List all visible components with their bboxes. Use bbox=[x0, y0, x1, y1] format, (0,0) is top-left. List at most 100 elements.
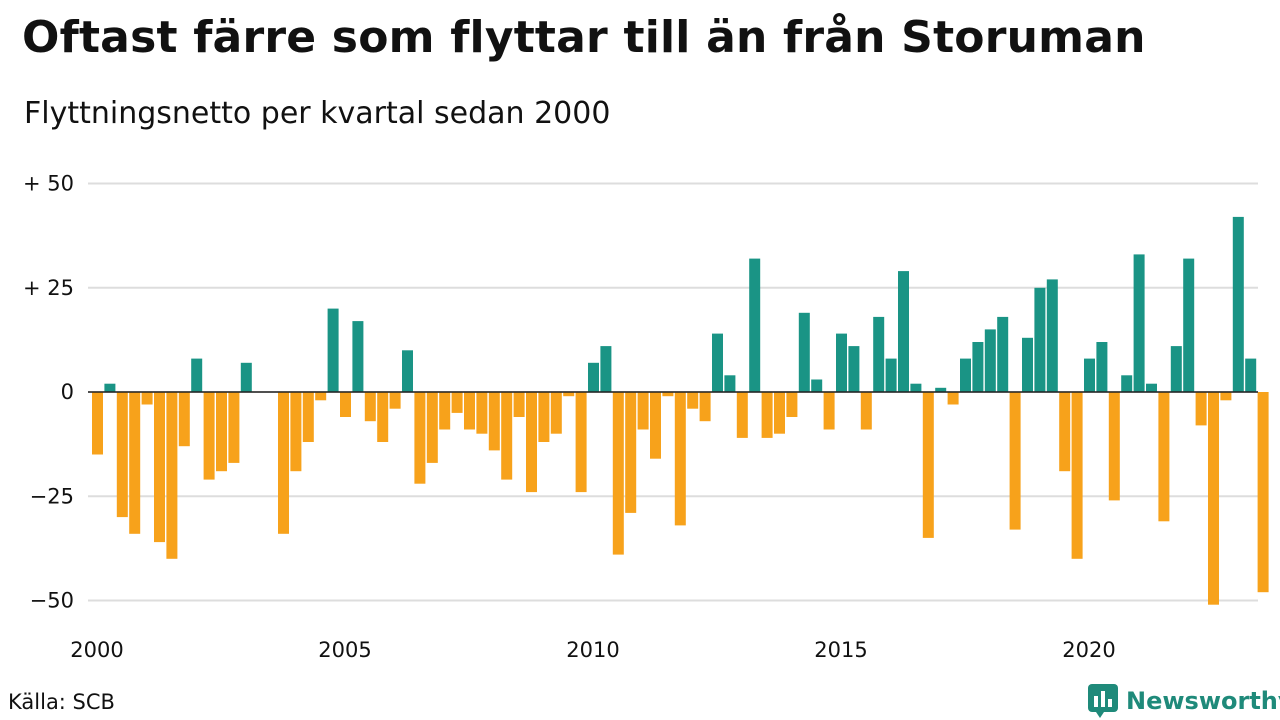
bar bbox=[724, 375, 736, 392]
bar bbox=[315, 392, 327, 401]
bar bbox=[885, 358, 897, 392]
bar bbox=[1170, 346, 1182, 392]
bar-chart-icon bbox=[1088, 684, 1118, 718]
y-tick-label: + 50 bbox=[23, 172, 74, 196]
bar bbox=[178, 392, 190, 447]
bar bbox=[563, 392, 575, 397]
bar bbox=[240, 362, 252, 392]
y-tick-label: + 25 bbox=[23, 276, 74, 300]
bar bbox=[402, 350, 413, 392]
bar bbox=[600, 346, 612, 392]
bar bbox=[588, 362, 599, 392]
y-tick-label: −25 bbox=[30, 484, 74, 508]
bar bbox=[1034, 287, 1046, 393]
bar bbox=[612, 392, 624, 555]
bar bbox=[513, 392, 525, 417]
y-tick-label: 0 bbox=[61, 380, 74, 404]
bar bbox=[1257, 392, 1269, 593]
bar bbox=[439, 392, 451, 430]
bar bbox=[811, 379, 823, 392]
bar bbox=[154, 392, 165, 543]
bar bbox=[166, 392, 178, 559]
x-tick-label: 2020 bbox=[1062, 638, 1115, 662]
bar bbox=[327, 308, 339, 392]
bar bbox=[129, 392, 141, 534]
bar bbox=[1195, 392, 1207, 426]
bar bbox=[972, 342, 984, 392]
bar bbox=[1121, 375, 1133, 392]
bar bbox=[761, 392, 773, 438]
bar bbox=[575, 392, 587, 493]
bar bbox=[1220, 392, 1232, 401]
bar bbox=[1183, 258, 1195, 392]
brand-name: Newsworthy bbox=[1126, 687, 1280, 715]
bar bbox=[848, 346, 860, 392]
bar bbox=[290, 392, 302, 472]
chart-subtitle: Flyttningsnetto per kvartal sedan 2000 bbox=[24, 96, 611, 131]
bar bbox=[352, 321, 364, 392]
bar bbox=[1133, 254, 1145, 392]
bar bbox=[736, 392, 748, 438]
bar bbox=[92, 392, 103, 455]
bar bbox=[1059, 392, 1071, 472]
bar bbox=[997, 316, 1009, 392]
bar bbox=[476, 392, 488, 434]
y-axis-labels: + 50 + 25 0 −25 −50 bbox=[23, 172, 74, 613]
bar bbox=[1232, 216, 1244, 392]
bar bbox=[228, 392, 240, 463]
bar bbox=[340, 392, 351, 417]
bar bbox=[1071, 392, 1083, 559]
bar bbox=[786, 392, 798, 417]
bar bbox=[873, 316, 885, 392]
bar bbox=[898, 271, 909, 392]
x-tick-label: 2010 bbox=[566, 638, 619, 662]
x-tick-label: 2015 bbox=[814, 638, 867, 662]
bar bbox=[1208, 392, 1219, 605]
bar bbox=[960, 358, 971, 392]
bar bbox=[1046, 279, 1058, 392]
bar bbox=[141, 392, 153, 405]
bar bbox=[216, 392, 227, 472]
bar bbox=[687, 392, 699, 409]
bar bbox=[426, 392, 438, 463]
bar bbox=[191, 358, 203, 392]
bar bbox=[1084, 358, 1095, 392]
bar bbox=[550, 392, 562, 434]
bar bbox=[1108, 392, 1120, 501]
bar bbox=[116, 392, 128, 518]
bar bbox=[935, 387, 947, 392]
bars bbox=[88, 216, 1269, 605]
bar bbox=[1022, 337, 1033, 392]
bar bbox=[203, 392, 215, 480]
y-tick-label: −50 bbox=[30, 589, 74, 613]
bar bbox=[278, 392, 289, 534]
bar bbox=[451, 392, 463, 413]
bar bbox=[699, 392, 711, 422]
bar bbox=[712, 333, 723, 392]
bar bbox=[774, 392, 785, 434]
bar bbox=[526, 392, 537, 493]
bar bbox=[501, 392, 513, 480]
bar bbox=[1245, 358, 1257, 392]
x-tick-label: 2000 bbox=[70, 638, 123, 662]
bar bbox=[1096, 342, 1108, 392]
bar bbox=[488, 392, 500, 451]
bar bbox=[1146, 383, 1157, 392]
bar bbox=[302, 392, 314, 442]
bar bbox=[984, 329, 996, 392]
bar bbox=[662, 392, 674, 397]
bar bbox=[625, 392, 637, 513]
bar bbox=[464, 392, 475, 430]
bar bbox=[389, 392, 401, 409]
bar bbox=[538, 392, 550, 442]
bar bbox=[749, 258, 761, 392]
bar bbox=[104, 383, 116, 392]
bar bbox=[674, 392, 686, 526]
bar bbox=[860, 392, 872, 430]
bar bbox=[947, 392, 959, 405]
bar bbox=[377, 392, 389, 442]
x-tick-label: 2005 bbox=[318, 638, 371, 662]
x-axis-labels: 2000 2005 2010 2015 2020 bbox=[70, 638, 1115, 662]
bar bbox=[364, 392, 376, 422]
